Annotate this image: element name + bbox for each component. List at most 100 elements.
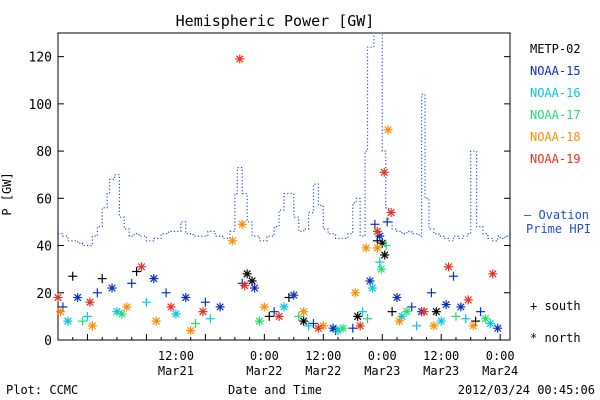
marker-noaa-18-north — [55, 307, 65, 317]
marker-noaa-18-north — [259, 302, 269, 312]
marker-noaa-18-north — [350, 288, 360, 298]
marker-noaa-16-north — [436, 316, 446, 326]
y-tick-label: 20 — [36, 287, 52, 302]
marker-noaa-17-south — [78, 316, 88, 326]
y-tick-label: 40 — [36, 240, 52, 255]
x-tick-time: 0:00 — [486, 349, 515, 363]
marker-noaa-18-north — [468, 321, 478, 331]
marker-noaa-15-south — [308, 318, 318, 328]
marker-noaa-15-south — [348, 323, 358, 333]
marker-noaa-18-north — [361, 243, 371, 253]
marker-noaa-15-south — [426, 288, 436, 298]
marker-noaa-17-south — [381, 241, 391, 251]
legend-north: * north — [530, 331, 581, 345]
marker-noaa-15-north — [250, 283, 260, 293]
marker-noaa-19-north — [463, 295, 473, 305]
marker-noaa-18-north — [151, 316, 161, 326]
marker-noaa-18-north — [122, 302, 132, 312]
marker-noaa-19-north — [240, 281, 250, 291]
y-tick-label: 120 — [29, 51, 52, 66]
marker-noaa-16-north — [367, 283, 377, 293]
legend-noaa-16: NOAA-16 — [530, 86, 581, 100]
marker-noaa-19-north — [166, 302, 176, 312]
x-tick-date: Mar23 — [364, 364, 400, 378]
marker-noaa-15-north — [441, 300, 451, 310]
legend-noaa-17: NOAA-17 — [530, 108, 581, 122]
marker-noaa-17-north — [402, 307, 412, 317]
marker-noaa-19-north — [355, 321, 365, 331]
ovation-prime-hpi-line — [58, 32, 509, 247]
marker-metp-02-north — [299, 316, 309, 326]
marker-noaa-15-south — [407, 302, 417, 312]
marker-noaa-17-south — [191, 318, 201, 328]
marker-metp-02-south — [132, 267, 142, 277]
legend-noaa-18: NOAA-18 — [530, 130, 581, 144]
satellite-legend: METP-02 NOAA-15 NOAA-16 NOAA-17 NOAA-18 NOAA-… — [530, 42, 581, 166]
ovation-series-line — [58, 32, 509, 247]
marker-noaa-19-north — [419, 307, 429, 317]
marker-noaa-15-north — [493, 323, 503, 333]
marker-noaa-18-north — [394, 316, 404, 326]
y-tick-label: 60 — [36, 192, 52, 207]
marker-noaa-15-north — [107, 283, 117, 293]
marker-noaa-15-south — [200, 297, 210, 307]
marker-noaa-16-south — [141, 297, 151, 307]
marker-noaa-18-north — [429, 321, 439, 331]
marker-noaa-15-south — [269, 307, 279, 317]
marker-noaa-16-south — [461, 314, 471, 324]
x-tick-date: Mar21 — [158, 364, 194, 378]
marker-noaa-17-south — [294, 311, 304, 321]
plot-credit: Plot: CCMC — [6, 383, 78, 397]
x-tick-date: Mar24 — [482, 364, 518, 378]
marker-metp-02-south — [471, 316, 481, 326]
marker-noaa-18-north — [383, 125, 393, 135]
marker-noaa-15-south — [127, 278, 137, 288]
marker-noaa-19-north — [53, 292, 63, 302]
x-tick-time: 0:00 — [250, 349, 279, 363]
marker-noaa-16-north — [279, 302, 289, 312]
marker-noaa-15-south — [58, 302, 68, 312]
marker-noaa-16-south — [205, 314, 215, 324]
marker-legend: + south * north — [530, 299, 581, 345]
marker-metp-02-south — [264, 311, 274, 321]
marker-noaa-15-north — [456, 302, 466, 312]
marker-noaa-19-north — [372, 226, 382, 236]
marker-noaa-19-north — [137, 262, 147, 272]
marker-metp-02-north — [353, 311, 363, 321]
timestamp: 2012/03/24 00:45:06 — [458, 383, 595, 397]
marker-metp-02-north — [247, 276, 257, 286]
marker-noaa-18-north — [299, 307, 309, 317]
legend-noaa-15: NOAA-15 — [530, 64, 581, 78]
marker-noaa-16-south — [412, 321, 422, 331]
marker-noaa-15-south — [370, 219, 380, 229]
marker-noaa-17-south — [363, 314, 373, 324]
ovation-legend-label-line2: Prime HPI — [526, 222, 591, 236]
marker-noaa-15-south — [449, 271, 458, 281]
marker-noaa-15-north — [289, 290, 299, 300]
marker-noaa-19-north — [379, 167, 389, 177]
marker-metp-02-south — [68, 271, 78, 281]
marker-noaa-16-south — [304, 321, 314, 331]
marker-noaa-19-north — [85, 297, 95, 307]
marker-noaa-16-south — [358, 307, 368, 317]
marker-noaa-19-north — [488, 269, 498, 279]
marker-noaa-18-north — [372, 243, 382, 253]
x-tick-time: 12:00 — [423, 349, 459, 363]
marker-noaa-16-south — [375, 257, 385, 267]
x-tick-date: Mar23 — [423, 364, 459, 378]
marker-noaa-17-north — [376, 264, 386, 274]
legend-noaa-19: NOAA-19 — [530, 152, 581, 166]
y-tick-label: 100 — [29, 98, 52, 113]
y-axis-label: P [GW] — [0, 172, 14, 215]
chart-title: Hemispheric Power [GW] — [176, 12, 375, 30]
x-axis-label: Date and Time — [228, 383, 322, 397]
x-axis: 12:00Mar210:00Mar2212:00Mar220:00Mar2312… — [72, 334, 518, 378]
marker-noaa-16-north — [63, 316, 73, 326]
marker-noaa-15-south — [382, 217, 392, 227]
marker-noaa-18-north — [87, 321, 97, 331]
marker-metp-02-south — [387, 307, 397, 317]
legend-metp-02: METP-02 — [530, 42, 581, 56]
plot-border — [57, 32, 511, 341]
marker-noaa-15-north — [215, 302, 225, 312]
